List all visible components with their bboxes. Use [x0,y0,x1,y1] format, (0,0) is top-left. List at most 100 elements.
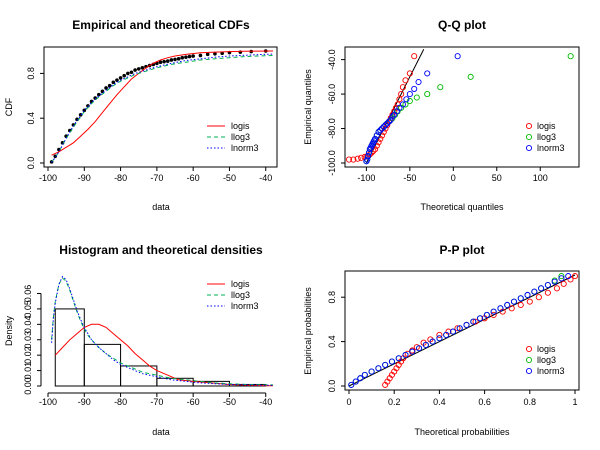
logis-point [345,156,353,163]
lnorm3-point [517,295,524,302]
logis-point [490,311,497,319]
llog3-legend-symbol [525,133,533,141]
x-tick-label: -80 [114,173,127,183]
lnorm3-point [365,153,372,160]
lnorm3-point [411,85,418,92]
lnorm3-point [387,116,394,123]
y-tick-label: 0.8 [327,291,337,304]
lnorm3-point [477,315,484,322]
lnorm3-point [382,361,389,368]
plot-area [348,273,579,388]
logis-legend-symbol [525,345,533,353]
lnorm3-point [510,298,518,305]
lnorm3-point [361,371,368,378]
pp-xlabel: Theoretical probabilities [414,427,510,437]
y-tick-label: 0.4 [26,112,36,125]
empirical-point [184,55,188,59]
llog3-legend-label: llog3 [231,290,250,300]
lnorm3-point [348,381,355,388]
llog3-point [437,84,444,91]
empirical-point [104,86,108,90]
logis-point [387,115,394,122]
lnorm3-point [409,348,416,355]
plot-frame [344,46,580,168]
y-tick-label: -80.0 [327,118,337,139]
qq-title: Q-Q plot [438,18,486,32]
llog3-point [398,104,405,111]
empirical-point [191,54,195,58]
logis-point [517,301,524,309]
logis-point [382,125,389,132]
y-tick-label: 0.04 [23,316,33,334]
x-tick-label: 0.8 [524,397,537,407]
empirical-point [158,60,163,64]
lnorm3-point [454,53,461,60]
hist-bar-2 [83,343,122,387]
lnorm3-point [375,365,382,372]
lnorm3-point [372,135,379,142]
cdf-title: Empirical and theoretical CDFs [72,18,250,32]
y-tick-label: 0.4 [327,335,337,348]
logis-point [358,154,365,161]
plot-area [49,49,274,164]
lnorm3-point [373,132,380,139]
x-tick-label: 0 [346,397,351,407]
logis-legend-label: logis [231,121,250,131]
lnorm3-point [504,301,511,309]
lnorm3-point [395,355,402,362]
qq-ylabel: Empirical quantiles [303,69,313,145]
llog3-legend-symbol [525,356,533,364]
lnorm3-point [443,331,450,338]
lnorm3-legend-label: lnorm3 [537,366,565,376]
x-tick-label: -50 [403,173,416,183]
lnorm3-point [456,325,463,332]
llog3-line [51,277,274,386]
qq-panel: Q-Q plot Theoretical quantiles Empirical… [303,18,580,212]
llog3-point [467,73,474,80]
lnorm3-point [551,278,558,285]
cdf-panel: Empirical and theoretical CDFs data CDF … [4,18,278,212]
reference-line [365,49,425,164]
pp-panel: P-P plot Theoretical probabilities Empir… [303,243,580,437]
empirical-point [176,57,181,61]
lnorm3-point [544,281,551,289]
logis-point [436,331,443,338]
lnorm3-point [538,285,545,292]
lnorm3-point [416,345,423,352]
logis-point [396,96,403,103]
empirical-point [169,58,174,62]
x-tick-label: -90 [78,397,91,407]
empirical-point [136,67,141,71]
empirical-point [115,78,119,82]
lnorm3-legend-label: lnorm3 [231,301,259,311]
logis-legend-symbol [525,122,533,130]
lnorm3-point [389,113,396,120]
empirical-point [213,52,217,56]
lnorm3-point [368,368,375,375]
x-tick-label: -70 [150,397,163,407]
lnorm3-point [470,318,477,325]
y-tick-label: 0.01 [23,362,33,380]
empirical-point [122,73,127,78]
lnorm3-point [384,120,391,127]
lnorm3-point [524,291,531,299]
lnorm3-point [406,91,413,98]
hist-xlabel: data [152,427,170,437]
lnorm3-point [463,321,470,329]
lnorm3-point [352,378,359,385]
x-tick-label: -40 [259,173,272,183]
x-tick-label: -60 [187,173,200,183]
empirical-point [187,54,192,59]
x-tick-label: -60 [187,397,200,407]
logis-point [398,91,405,98]
logis-legend-label: logis [537,344,556,354]
logis-point [472,318,479,325]
logis-point [411,53,418,60]
lnorm3-point [365,149,373,156]
plot-area [345,49,574,165]
lnorm3-point [388,358,395,365]
lnorm3-point [375,128,382,136]
